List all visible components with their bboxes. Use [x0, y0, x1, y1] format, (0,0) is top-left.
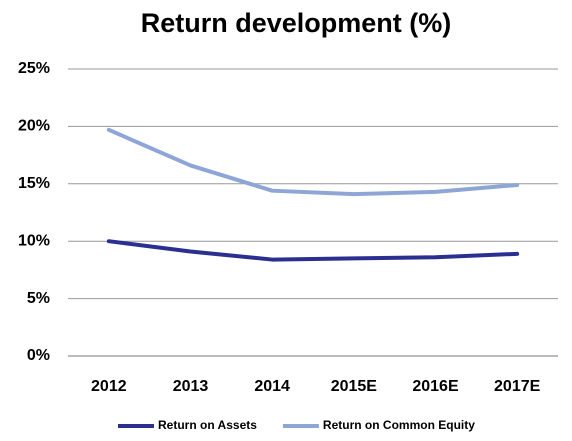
x-tick-label: 2015E: [331, 378, 378, 395]
y-tick-label: 10%: [18, 232, 50, 249]
legend-label: Return on Assets: [158, 418, 257, 432]
x-tick-label: 2014: [254, 378, 290, 395]
chart-title: Return development (%): [141, 8, 452, 38]
x-tick-label: 2016E: [412, 378, 459, 395]
y-tick-label: 25%: [18, 60, 50, 77]
y-tick-label: 5%: [27, 290, 50, 307]
x-tick-label: 2013: [173, 378, 209, 395]
x-tick-label: 2017E: [494, 378, 541, 395]
series-line: [106, 239, 520, 262]
y-tick-label: 20%: [18, 118, 50, 135]
y-tick-label: 0%: [27, 347, 50, 364]
series-line: [106, 127, 520, 197]
x-tick-label: 2012: [91, 378, 127, 395]
y-tick-label: 15%: [18, 175, 50, 192]
legend-label: Return on Common Equity: [323, 418, 475, 432]
